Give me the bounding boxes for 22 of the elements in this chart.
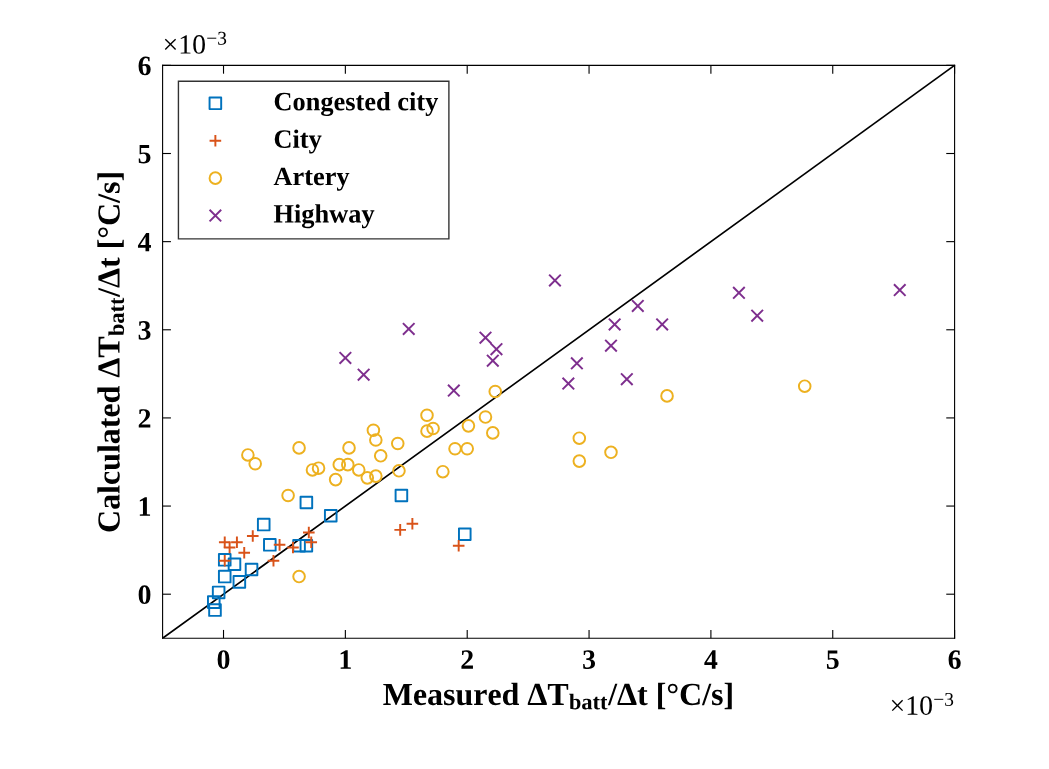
text: ×10$^{−3}$ [891, 692, 954, 715]
y-tick-label: 3 [138, 321, 151, 340]
y-axis-title: Calculated ΔT$_{batt}$/Δt [°C/s] [97, 173, 125, 532]
x-tick-label: 5 [826, 650, 839, 669]
y-tick-label: 2 [138, 409, 151, 428]
x-tick-label: 0 [217, 650, 230, 669]
legend-label: Artery [273, 167, 350, 191]
y-tick-label: 5 [138, 144, 151, 164]
y-tick-label: 0 [138, 585, 151, 605]
x-tick-label: 2 [461, 650, 473, 669]
x-tick-label: 4 [704, 650, 718, 669]
x-tick-label: 1 [340, 650, 351, 669]
x-tick-label: 3 [583, 650, 596, 669]
x-tick-label: 6 [948, 650, 961, 669]
legend-label: Congested city [274, 91, 439, 117]
legend-label: City [274, 129, 322, 154]
y-tick-label: 1 [139, 497, 151, 516]
y-tick-label: 6 [138, 56, 151, 76]
legend-label: Highway [273, 204, 375, 229]
text: ×10$^{−3}$ [164, 31, 227, 54]
x-axis-title: Measured ΔT$_{batt}$/Δt [°C/s] [383, 682, 732, 710]
y-tick-label: 4 [137, 233, 151, 252]
